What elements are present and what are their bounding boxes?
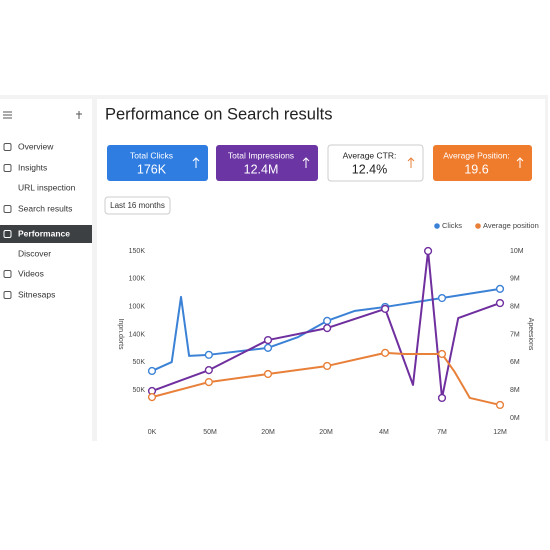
point-marker: [147, 366, 157, 376]
metric-value: 12.4%: [352, 162, 387, 176]
nav-icon[interactable]: [3, 164, 12, 172]
point-marker: [323, 361, 332, 371]
point-marker: [263, 369, 273, 379]
metric-label: Average CTR:: [343, 150, 397, 160]
nav-item[interactable]: Insights: [18, 162, 47, 172]
nav-item[interactable]: URL inspection: [18, 182, 76, 192]
nav-item[interactable]: Performance: [18, 228, 70, 238]
point-marker: [495, 298, 505, 308]
metric-card[interactable]: [216, 145, 318, 181]
trend-arrow: [516, 157, 524, 168]
nav-item[interactable]: Sitnesaps: [18, 289, 55, 299]
metric-label: Total Impressions: [228, 150, 294, 160]
legend-label[interactable]: Average position: [483, 221, 539, 230]
nav-icon[interactable]: [3, 205, 12, 213]
metric-value: 19.6: [464, 162, 488, 176]
point-marker: [495, 400, 505, 410]
legend-label[interactable]: Clicks: [442, 221, 462, 230]
chart: 150K 100K 100K 140K 50K 50K 10M 9M 8M 7M 6M 8M 0M 0K 5…: [117, 221, 539, 436]
series-line: [151, 351, 501, 406]
point-marker: [263, 343, 273, 352]
nav-item[interactable]: Overview: [18, 141, 54, 151]
trend-arrow: [407, 157, 415, 168]
trend-arrow: [192, 157, 200, 168]
point-marker: [323, 323, 332, 333]
nav-icon[interactable]: [3, 270, 12, 278]
y-axis-title: Inpn.dorts: [117, 318, 124, 350]
y2-tick-label: 8M: [510, 304, 520, 311]
point-marker: [204, 350, 213, 359]
date-button[interactable]: [104, 196, 171, 215]
nav-item[interactable]: Search results: [18, 203, 72, 213]
sidebar: [0, 99, 92, 441]
y-tick-label: 50K: [133, 359, 146, 366]
menu-icon[interactable]: [3, 111, 12, 119]
cards: Total Clicks 176K Total Impressions 12.4M Av…: [107, 144, 532, 182]
y2-tick-label: 0M: [510, 415, 520, 422]
x-tick-label: 0K: [148, 429, 157, 436]
legend-swatch: [434, 223, 440, 229]
nav: Overview Insights URL inspection Search res…: [3, 141, 76, 299]
point-marker: [495, 284, 505, 293]
series-line: [151, 287, 501, 372]
x-tick-label: 50M: [203, 429, 217, 436]
metric-card[interactable]: [107, 145, 208, 181]
x-tick-label: 12M: [493, 429, 507, 436]
point-marker: [381, 304, 390, 313]
y-tick-label: 100K: [129, 276, 146, 283]
y-tick-label: 100K: [129, 304, 146, 311]
nav-icon[interactable]: [3, 230, 12, 238]
point-marker: [323, 316, 332, 325]
y2-tick-label: 6M: [510, 359, 520, 366]
x-tick-label: 7M: [437, 429, 447, 436]
metric-label: Total Clicks: [130, 150, 173, 160]
nav-icon[interactable]: [3, 143, 12, 151]
point-marker: [437, 349, 447, 359]
pin-icon[interactable]: [76, 111, 82, 119]
metric-value: 12.4M: [244, 162, 279, 176]
y2-tick-label: 7M: [510, 331, 520, 338]
y2-tick-label: 8M: [510, 387, 520, 394]
page-title: Performance on Search results: [105, 105, 332, 123]
legend-swatch: [475, 223, 481, 229]
y2-tick-label: 10M: [510, 248, 524, 255]
y2-axis-title: Apeesions: [527, 318, 534, 351]
point-marker: [204, 377, 213, 387]
point-marker: [437, 293, 447, 303]
metric-card[interactable]: [433, 145, 532, 181]
x-tick-label: 4M: [379, 429, 389, 436]
y-tick-label: 150K: [129, 248, 146, 255]
y-tick-label: 50K: [133, 387, 146, 394]
point-marker: [147, 393, 157, 402]
nav-active: [0, 225, 92, 243]
nav-item[interactable]: Videos: [18, 268, 44, 278]
point-marker: [204, 366, 213, 375]
date-button-label[interactable]: Last 16 months: [110, 201, 165, 210]
metric-value: 176K: [137, 162, 167, 176]
trend-arrow: [302, 157, 310, 168]
x-tick-label: 20M: [319, 429, 333, 436]
series-line: [151, 250, 501, 399]
point-marker: [263, 335, 273, 345]
y-tick-label: 140K: [129, 331, 146, 338]
y2-tick-label: 9M: [510, 276, 520, 283]
point-marker: [423, 246, 433, 256]
point-marker: [381, 348, 390, 357]
nav-item[interactable]: Discover: [18, 248, 51, 258]
nav-icon[interactable]: [3, 291, 12, 299]
point-marker: [437, 393, 447, 403]
x-tick-label: 20M: [261, 429, 275, 436]
metric-card[interactable]: [327, 144, 424, 182]
metric-label: Average Position:: [443, 150, 509, 160]
